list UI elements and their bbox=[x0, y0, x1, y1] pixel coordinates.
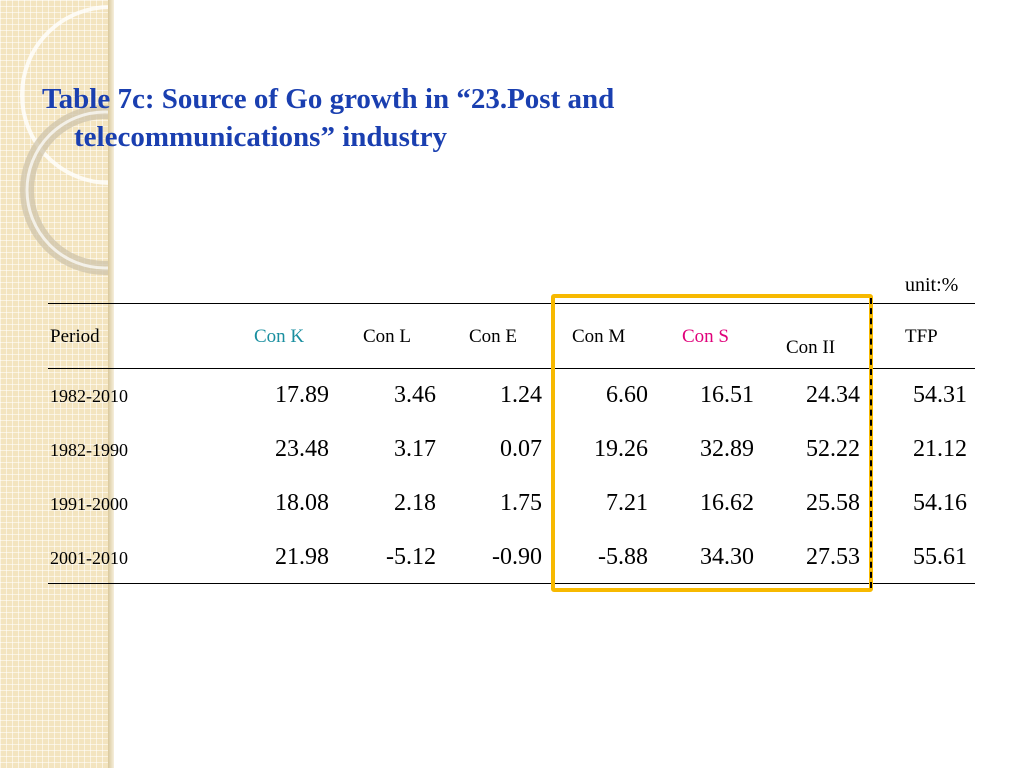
row-1-period: 1982-2010 bbox=[50, 386, 128, 406]
row-2-con-l: 3.17 bbox=[394, 436, 436, 462]
row-4-tfp: 55.61 bbox=[913, 544, 967, 570]
table-header-rule bbox=[48, 368, 975, 369]
row-3-period: 1991-2000 bbox=[50, 494, 128, 514]
row-4-con-m: -5.88 bbox=[598, 544, 648, 570]
header-con-ii: Con II bbox=[786, 337, 836, 358]
row-2-tfp: 21.12 bbox=[913, 436, 967, 462]
row-3-con-l: 2.18 bbox=[394, 490, 436, 516]
table-top-rule bbox=[48, 303, 975, 304]
row-2-con-ii: 52.22 bbox=[806, 436, 860, 462]
row-4-period: 2001-2010 bbox=[50, 548, 128, 568]
row-1-con-m: 6.60 bbox=[606, 382, 648, 408]
title-line-2: telecommunications” industry bbox=[74, 121, 447, 153]
row-2-con-s: 32.89 bbox=[700, 436, 754, 462]
row-1-con-l: 3.46 bbox=[394, 382, 436, 408]
row-2-con-k: 23.48 bbox=[275, 436, 329, 462]
row-3-con-m: 7.21 bbox=[606, 490, 648, 516]
row-3-tfp: 54.16 bbox=[913, 490, 967, 516]
row-1-con-e: 1.24 bbox=[500, 382, 542, 408]
highlight-box bbox=[551, 294, 873, 592]
row-3-con-e: 1.75 bbox=[500, 490, 542, 516]
slide-title: Table 7c: Source of Go growth in “23.Pos… bbox=[42, 80, 762, 156]
row-4-con-k: 21.98 bbox=[275, 544, 329, 570]
header-con-k: Con K bbox=[254, 326, 305, 347]
row-4-con-l: -5.12 bbox=[386, 544, 436, 570]
unit-label: unit:% bbox=[905, 274, 959, 296]
header-tfp: TFP bbox=[905, 326, 938, 347]
row-1-con-k: 17.89 bbox=[275, 382, 329, 408]
row-2-con-m: 19.26 bbox=[594, 436, 648, 462]
header-con-s: Con S bbox=[682, 326, 729, 347]
row-3-con-ii: 25.58 bbox=[806, 490, 860, 516]
table-bottom-rule bbox=[48, 583, 975, 584]
header-con-m: Con M bbox=[572, 326, 626, 347]
row-1-tfp: 54.31 bbox=[913, 382, 967, 408]
title-line-1: Table 7c: Source of Go growth in “23.Pos… bbox=[42, 83, 615, 115]
dashed-separator bbox=[870, 298, 872, 588]
row-1-con-ii: 24.34 bbox=[806, 382, 860, 408]
row-1-con-s: 16.51 bbox=[700, 382, 754, 408]
row-3-con-k: 18.08 bbox=[275, 490, 329, 516]
header-con-e: Con E bbox=[469, 326, 518, 347]
row-4-con-e: -0.90 bbox=[492, 544, 542, 570]
row-2-period: 1982-1990 bbox=[50, 440, 128, 460]
header-period: Period bbox=[50, 326, 100, 347]
row-2-con-e: 0.07 bbox=[500, 436, 542, 462]
row-4-con-s: 34.30 bbox=[700, 544, 754, 570]
header-con-l: Con L bbox=[363, 326, 412, 347]
left-band-edge bbox=[108, 0, 114, 768]
row-3-con-s: 16.62 bbox=[700, 490, 754, 516]
row-4-con-ii: 27.53 bbox=[806, 544, 860, 570]
decorative-left-band bbox=[0, 0, 112, 768]
